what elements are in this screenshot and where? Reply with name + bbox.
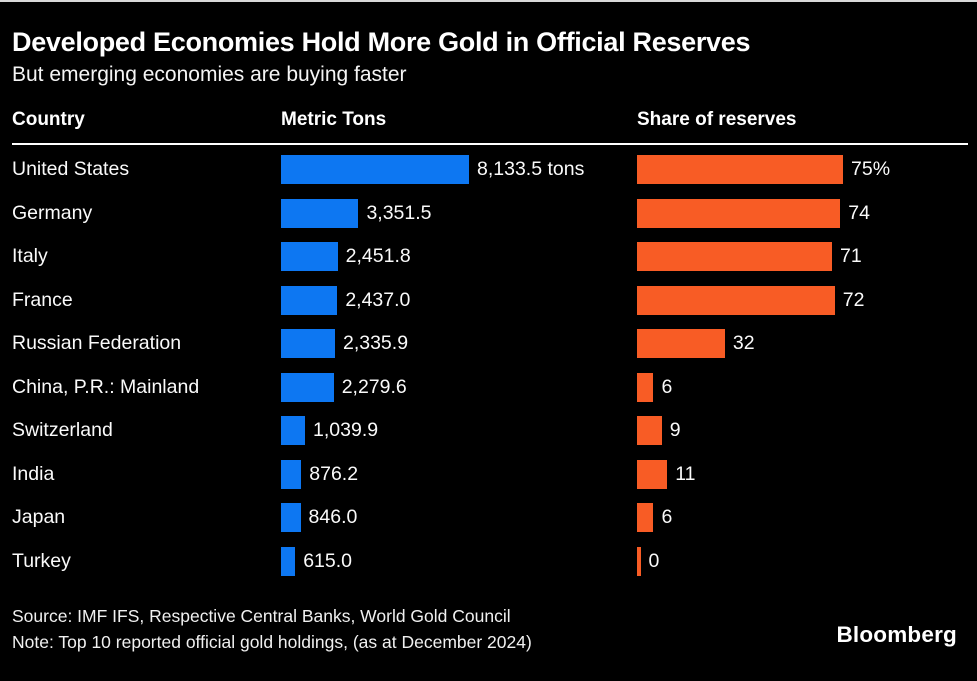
table-row: Italy 2,451.8 71 bbox=[0, 235, 977, 279]
metric-tons-cell: 8,133.5 tons bbox=[281, 155, 637, 185]
metric-tons-bar bbox=[281, 242, 338, 272]
country-label: Switzerland bbox=[12, 419, 113, 442]
metric-tons-cell: 615.0 bbox=[281, 546, 637, 576]
metric-tons-value: 2,279.6 bbox=[341, 375, 407, 398]
share-of-reserves-bar bbox=[637, 372, 654, 402]
metric-tons-value: 876.2 bbox=[309, 462, 359, 485]
metric-tons-cell: 1,039.9 bbox=[281, 416, 637, 446]
bloomberg-logo: Bloomberg bbox=[836, 622, 957, 647]
page-subtitle: But emerging economies are buying faster bbox=[12, 63, 407, 86]
metric-tons-bar bbox=[281, 546, 296, 576]
metric-tons-value: 3,351.5 bbox=[366, 201, 432, 224]
share-of-reserves-cell: 6 bbox=[637, 503, 977, 533]
country-label: Italy bbox=[12, 245, 48, 268]
share-of-reserves-bar bbox=[637, 329, 725, 359]
metric-tons-value: 615.0 bbox=[303, 549, 353, 572]
metric-tons-cell: 2,279.6 bbox=[281, 372, 637, 402]
share-of-reserves-bar bbox=[637, 546, 641, 576]
country-label: Turkey bbox=[12, 549, 71, 572]
share-of-reserves-bar bbox=[637, 242, 832, 272]
metric-tons-cell: 2,335.9 bbox=[281, 329, 637, 359]
column-header-share-of-reserves: Share of reserves bbox=[637, 109, 797, 130]
table-row: India 876.2 11 bbox=[0, 453, 977, 497]
metric-tons-cell: 2,451.8 bbox=[281, 242, 637, 272]
metric-tons-value: 8,133.5 tons bbox=[477, 158, 585, 181]
chart-rows: United States 8,133.5 tons 75% Germany 3… bbox=[0, 148, 977, 583]
source-line: Source: IMF IFS, Respective Central Bank… bbox=[12, 606, 511, 626]
share-of-reserves-cell: 71 bbox=[637, 242, 977, 272]
metric-tons-cell: 3,351.5 bbox=[281, 198, 637, 228]
header-divider bbox=[12, 143, 968, 145]
metric-tons-bar bbox=[281, 416, 306, 446]
share-of-reserves-value: 11 bbox=[675, 462, 696, 485]
table-row: France 2,437.0 72 bbox=[0, 279, 977, 323]
share-of-reserves-value: 6 bbox=[661, 506, 673, 529]
country-label: Japan bbox=[12, 506, 66, 529]
column-header-country: Country bbox=[12, 109, 85, 130]
table-row: Russian Federation 2,335.9 32 bbox=[0, 322, 977, 366]
metric-tons-bar bbox=[281, 285, 338, 315]
share-of-reserves-cell: 9 bbox=[637, 416, 977, 446]
metric-tons-value: 2,437.0 bbox=[345, 288, 411, 311]
share-of-reserves-cell: 72 bbox=[637, 285, 977, 315]
metric-tons-bar bbox=[281, 329, 335, 359]
share-of-reserves-value: 74 bbox=[848, 201, 870, 224]
column-headers: Country Metric Tons Share of reserves bbox=[0, 109, 977, 133]
metric-tons-value: 2,335.9 bbox=[342, 332, 409, 355]
metric-tons-bar bbox=[281, 503, 301, 533]
share-of-reserves-cell: 11 bbox=[637, 459, 977, 489]
table-row: Turkey 615.0 0 bbox=[0, 540, 977, 584]
metric-tons-bar bbox=[281, 198, 359, 228]
share-of-reserves-cell: 6 bbox=[637, 372, 977, 402]
country-label: United States bbox=[12, 158, 130, 181]
share-of-reserves-cell: 0 bbox=[637, 546, 977, 576]
share-of-reserves-cell: 32 bbox=[637, 329, 977, 359]
share-of-reserves-value: 72 bbox=[842, 288, 865, 311]
share-of-reserves-value: 6 bbox=[661, 375, 673, 398]
share-of-reserves-value: 75% bbox=[851, 158, 891, 181]
country-label: Germany bbox=[12, 201, 93, 224]
share-of-reserves-cell: 75% bbox=[637, 155, 977, 185]
share-of-reserves-bar bbox=[637, 198, 841, 228]
share-of-reserves-cell: 74 bbox=[637, 198, 977, 228]
metric-tons-value: 846.0 bbox=[308, 506, 358, 529]
metric-tons-value: 1,039.9 bbox=[313, 419, 379, 442]
note-line: Note: Top 10 reported official gold hold… bbox=[12, 632, 532, 652]
metric-tons-bar bbox=[281, 459, 302, 489]
share-of-reserves-bar bbox=[637, 503, 654, 533]
table-row: Germany 3,351.5 74 bbox=[0, 192, 977, 236]
page-title: Developed Economies Hold More Gold in Of… bbox=[12, 27, 751, 57]
column-header-metric-tons: Metric Tons bbox=[281, 109, 387, 130]
share-of-reserves-bar bbox=[637, 155, 843, 185]
share-of-reserves-value: 0 bbox=[648, 549, 660, 572]
share-of-reserves-bar bbox=[637, 459, 668, 489]
share-of-reserves-bar bbox=[637, 285, 835, 315]
metric-tons-bar bbox=[281, 372, 334, 402]
top-divider bbox=[0, 0, 977, 2]
share-of-reserves-value: 32 bbox=[732, 332, 755, 355]
metric-tons-cell: 876.2 bbox=[281, 459, 637, 489]
metric-tons-cell: 2,437.0 bbox=[281, 285, 637, 315]
share-of-reserves-value: 9 bbox=[669, 419, 681, 442]
footer-notes: Source: IMF IFS, Respective Central Bank… bbox=[12, 603, 532, 655]
country-label: China, P.R.: Mainland bbox=[12, 375, 200, 398]
table-row: Japan 846.0 6 bbox=[0, 496, 977, 540]
country-label: India bbox=[12, 462, 55, 485]
country-label: France bbox=[12, 288, 73, 311]
share-of-reserves-value: 71 bbox=[840, 245, 862, 268]
chart-header: Developed Economies Hold More Gold in Of… bbox=[12, 26, 965, 87]
table-row: Switzerland 1,039.9 9 bbox=[0, 409, 977, 453]
metric-tons-value: 2,451.8 bbox=[345, 245, 411, 268]
metric-tons-cell: 846.0 bbox=[281, 503, 637, 533]
share-of-reserves-bar bbox=[637, 416, 662, 446]
table-row: United States 8,133.5 tons 75% bbox=[0, 148, 977, 192]
country-label: Russian Federation bbox=[12, 332, 182, 355]
table-row: China, P.R.: Mainland 2,279.6 6 bbox=[0, 366, 977, 410]
metric-tons-bar bbox=[281, 155, 469, 185]
